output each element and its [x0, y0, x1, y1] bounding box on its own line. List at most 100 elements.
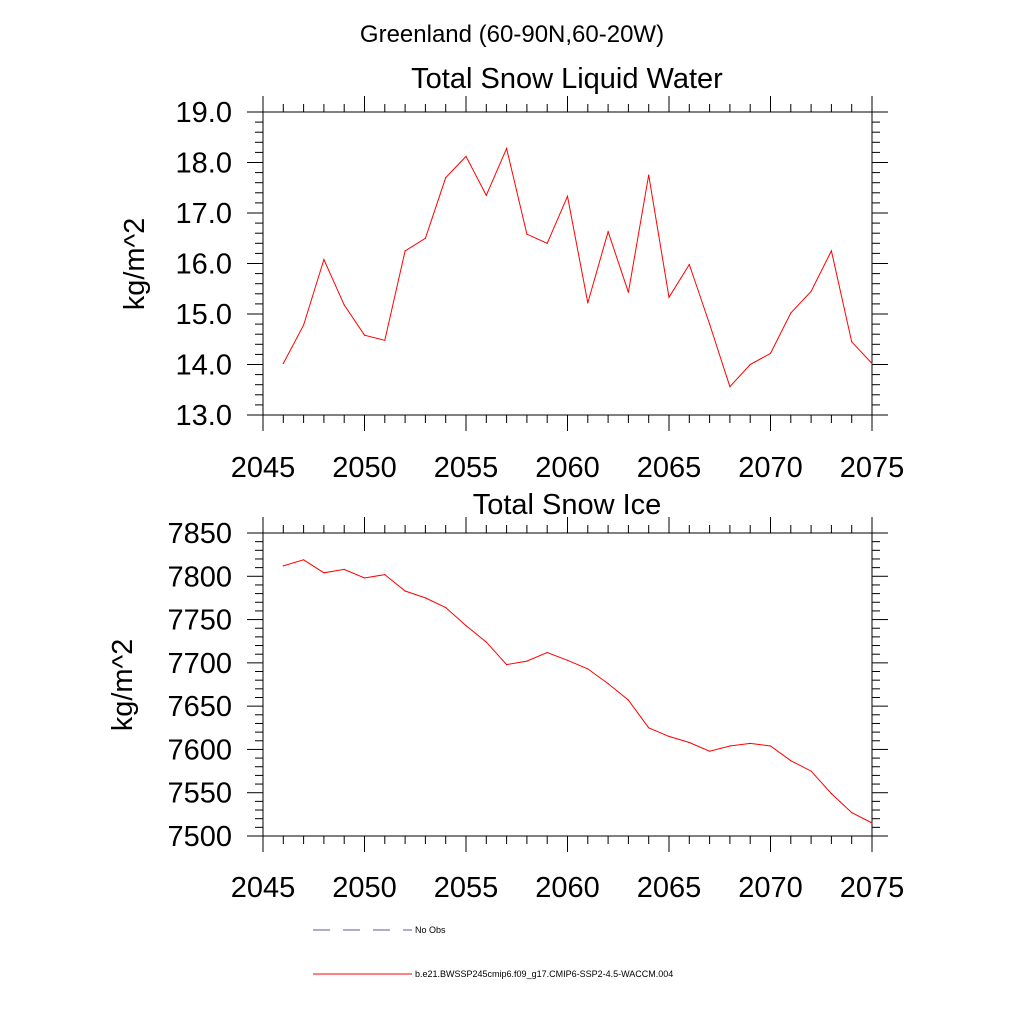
- data-point: [790, 760, 792, 762]
- data-point: [465, 155, 467, 157]
- data-point: [627, 699, 630, 701]
- data-point: [769, 352, 772, 354]
- y-tick-label: 7750: [167, 605, 232, 637]
- data-point: [303, 559, 305, 561]
- data-point: [851, 812, 853, 814]
- data-point: [587, 668, 589, 670]
- page-title: Greenland (60-90N,60-20W): [360, 21, 664, 48]
- x-tick-label: 2075: [840, 872, 905, 904]
- data-point: [404, 590, 406, 592]
- series-line: [282, 146, 873, 388]
- chart-snow-ice: Total Snow Ice kg/m^2 2045 2050 2055 2060 20…: [107, 489, 904, 904]
- legend: No Obs b.e21.BWSSP245cmip6.f09_g17.CMIP6…: [313, 925, 673, 979]
- x-tick-label: 2050: [332, 872, 397, 904]
- x-tick-label: 2075: [840, 452, 905, 484]
- data-point: [424, 237, 426, 239]
- data-point: [445, 606, 447, 609]
- legend-label-no-obs: No Obs: [415, 925, 446, 935]
- data-point: [810, 770, 812, 772]
- data-point: [506, 664, 508, 666]
- data-point: [709, 750, 711, 752]
- x-tick-label: 2070: [738, 452, 803, 484]
- data-point: [566, 195, 569, 197]
- legend-label-model: b.e21.BWSSP245cmip6.f09_g17.CMIP6-SSP2-4…: [415, 969, 673, 979]
- y-tick-label: 7850: [167, 518, 232, 550]
- x-tick-label: 2055: [434, 872, 499, 904]
- chart-title: Total Snow Ice: [473, 489, 662, 521]
- y-tick-label: 7500: [167, 821, 232, 853]
- x-tick-label: 2045: [231, 452, 296, 484]
- data-point: [485, 641, 487, 643]
- data-point: [323, 572, 325, 574]
- data-point: [648, 727, 650, 729]
- data-point: [769, 745, 772, 747]
- y-tick-label: 7800: [167, 561, 232, 593]
- series-line: [283, 559, 873, 824]
- data-point: [526, 233, 528, 235]
- data-point: [282, 565, 284, 567]
- y-tick-label: 19.0: [176, 97, 232, 129]
- data-point: [506, 147, 508, 149]
- x-tick-label: 2065: [637, 872, 702, 904]
- x-tick-label: 2065: [637, 452, 702, 484]
- x-tick-label: 2055: [434, 452, 499, 484]
- y-tick-label: 17.0: [176, 198, 232, 230]
- data-point: [343, 304, 345, 306]
- x-tick-label: 2070: [738, 872, 803, 904]
- data-point: [810, 290, 812, 292]
- x-tick-label: 2060: [535, 872, 600, 904]
- x-tick-label: 2060: [535, 452, 600, 484]
- data-point: [303, 324, 305, 326]
- data-point: [688, 263, 690, 266]
- data-point: [465, 625, 467, 627]
- data-point: [688, 741, 690, 744]
- data-point: [363, 334, 366, 336]
- data-point: [384, 339, 386, 341]
- y-tick-label: 18.0: [176, 148, 232, 180]
- chart-title: Total Snow Liquid Water: [411, 63, 723, 95]
- data-point: [668, 735, 670, 738]
- data-point: [871, 362, 873, 365]
- y-tick-label: 7700: [167, 648, 232, 680]
- data-point: [627, 291, 630, 293]
- data-point: [445, 177, 447, 179]
- data-point: [343, 568, 345, 571]
- y-axis-label: kg/m^2: [107, 639, 139, 732]
- data-point: [648, 174, 650, 176]
- data-point: [607, 683, 609, 685]
- y-tick-label: 7550: [167, 778, 232, 810]
- y-tick-label: 15.0: [176, 299, 232, 331]
- data-point: [729, 386, 731, 388]
- data-point: [790, 312, 792, 314]
- data-point: [546, 242, 548, 244]
- y-tick-label: 7650: [167, 691, 232, 723]
- data-point: [851, 341, 853, 343]
- chart-liquid-water: Total Snow Liquid Water kg/m^2 2045 2050 2…: [119, 63, 904, 484]
- data-point: [526, 660, 528, 662]
- plot-frame: [262, 111, 873, 416]
- data-point: [587, 302, 589, 304]
- data-point: [607, 231, 609, 233]
- x-tick-label: 2045: [231, 872, 296, 904]
- data-point: [749, 363, 751, 366]
- data-point: [749, 742, 751, 745]
- data-point: [363, 577, 366, 579]
- data-point: [282, 362, 284, 365]
- y-tick-label: 7600: [167, 734, 232, 766]
- x-tick-label: 2050: [332, 452, 397, 484]
- data-point: [546, 651, 548, 654]
- data-point: [404, 250, 406, 252]
- y-axis-label: kg/m^2: [119, 218, 151, 311]
- y-tick-label: 13.0: [176, 400, 232, 432]
- data-point: [830, 250, 833, 252]
- data-point: [323, 258, 325, 261]
- data-point: [830, 793, 833, 795]
- y-tick-label: 16.0: [176, 249, 232, 281]
- data-point: [566, 659, 569, 661]
- data-point: [729, 745, 731, 747]
- data-point: [668, 296, 670, 298]
- y-tick-label: 14.0: [176, 350, 232, 382]
- data-point: [871, 822, 873, 824]
